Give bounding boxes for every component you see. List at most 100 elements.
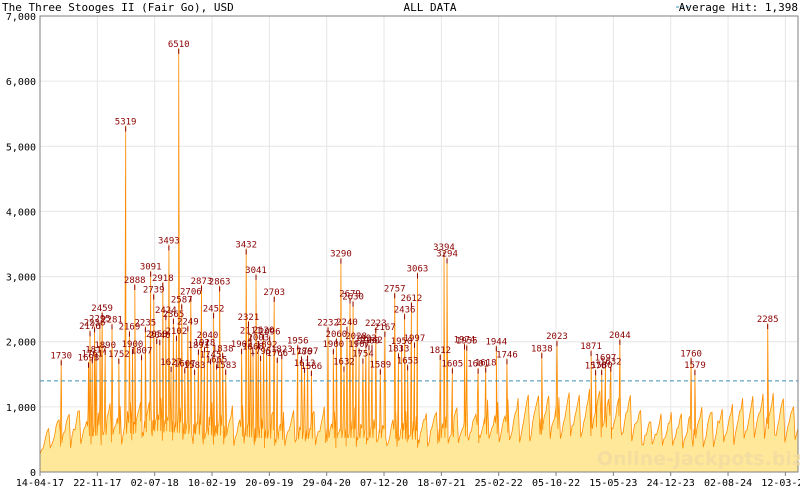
peak-value-label: 1627 xyxy=(160,358,182,368)
peak-value-label: 2295 xyxy=(89,314,111,324)
peak-value-label: 2424 xyxy=(155,306,177,316)
peak-value-label: 1618 xyxy=(475,359,497,369)
peak-value-label: 1823 xyxy=(271,345,293,355)
peak-value-label: 1760 xyxy=(680,349,702,359)
peak-value-label: 5319 xyxy=(115,118,137,128)
peak-value-label: 1605 xyxy=(442,359,464,369)
peak-value-label: 2102 xyxy=(166,327,188,337)
peak-value-label: 1907 xyxy=(348,340,370,350)
peak-value-label: 3041 xyxy=(245,266,267,276)
peak-value-label: 3493 xyxy=(158,236,180,246)
peak-value-label: 1892 xyxy=(256,341,278,351)
peak-value-label: 1955 xyxy=(456,337,478,347)
peak-value-label: 2873 xyxy=(191,277,213,287)
y-tick-label: 3,000 xyxy=(6,273,36,284)
peak-value-label: 1928 xyxy=(194,338,216,348)
peak-value-label: 2888 xyxy=(124,276,146,286)
x-tick-label: 10-02-19 xyxy=(188,478,236,489)
peak-value-label: 2003 xyxy=(247,334,269,344)
peak-value-label: 1838 xyxy=(212,344,234,354)
peak-value-label: 2060 xyxy=(326,330,348,340)
peak-value-label: 2757 xyxy=(384,284,406,294)
y-tick-label: 1,000 xyxy=(6,403,36,414)
peak-value-label: 1754 xyxy=(352,350,374,360)
peak-value-label: 2058 xyxy=(146,330,168,340)
peak-value-label: 1665 xyxy=(206,356,228,366)
peak-value-label: 2918 xyxy=(152,274,174,284)
peak-value-label: 1900 xyxy=(122,340,144,350)
peak-value-label: 1890 xyxy=(94,341,116,351)
y-tick-label: 6,000 xyxy=(6,77,36,88)
x-tick-label: 07-12-20 xyxy=(360,478,408,489)
peak-value-label: 2739 xyxy=(143,286,165,296)
peak-value-label: 1960 xyxy=(358,336,380,346)
peak-value-label: 1576 xyxy=(585,361,607,371)
peak-value-label: 2232 xyxy=(317,319,339,329)
peak-value-label: 2863 xyxy=(209,277,231,287)
peak-value-label: 2169 xyxy=(119,323,141,333)
peak-value-label: 1730 xyxy=(50,351,72,361)
peak-value-label: 1950 xyxy=(391,337,413,347)
peak-value-label: 1632 xyxy=(333,358,355,368)
y-tick-label: 7,000 xyxy=(6,12,36,23)
peak-value-label: 2240 xyxy=(336,318,358,328)
x-tick-label: 02-08-24 xyxy=(704,478,752,489)
peak-value-label: 3290 xyxy=(330,250,352,260)
x-tick-label: 22-11-17 xyxy=(73,478,121,489)
series-line xyxy=(39,47,799,455)
peak-value-label: 2111 xyxy=(240,326,262,336)
chart-range-label: ALL DATA xyxy=(404,1,457,14)
peak-value-label: 1833 xyxy=(388,345,410,355)
y-axis-ticks: 0 1,000 2,000 3,000 4,000 5,000 6,000 7,000 xyxy=(6,12,36,479)
peak-value-label: 1807 xyxy=(131,346,153,356)
peak-value-label: 1583 xyxy=(184,361,206,371)
peak-value-label: 1868 xyxy=(242,342,264,352)
chart-title: The Three Stooges II (Fair Go), USD xyxy=(2,1,234,14)
peak-value-label: 2436 xyxy=(394,305,416,315)
peak-value-label: 2176 xyxy=(79,322,101,332)
peak-value-label: 1579 xyxy=(684,361,706,371)
peak-value-label: 2040 xyxy=(149,331,171,341)
peak-value-label: 1566 xyxy=(301,362,323,372)
peak-value-label: 1871 xyxy=(580,342,602,352)
peak-value-label: 2587 xyxy=(171,295,193,305)
peak-value-label: 1817 xyxy=(85,346,107,356)
peak-value-label: 2235 xyxy=(135,318,157,328)
x-tick-label: 25-02-22 xyxy=(475,478,523,489)
peak-value-label: 1752 xyxy=(108,350,130,360)
peak-value-label: 2281 xyxy=(101,315,123,325)
x-tick-label: 29-04-20 xyxy=(303,478,351,489)
peak-value-label: 2167 xyxy=(374,323,396,333)
y-tick-label: 4,000 xyxy=(6,207,36,218)
x-tick-label: 12-03-25 xyxy=(761,478,800,489)
peak-value-label: 3294 xyxy=(436,249,458,259)
peak-value-label: 3394 xyxy=(433,243,455,253)
peak-value-label: 2023 xyxy=(546,332,568,342)
peak-value-label: 2612 xyxy=(401,294,423,304)
peak-value-label: 3432 xyxy=(235,240,257,250)
y-tick-label: 5,000 xyxy=(6,142,36,153)
peak-value-label: 3063 xyxy=(407,264,429,274)
peak-value-label: 2120 xyxy=(253,326,275,336)
x-tick-label: 14-04-17 xyxy=(16,478,64,489)
y-tick-label: 2,000 xyxy=(6,338,36,349)
peak-value-label: 1997 xyxy=(404,334,426,344)
peak-value-label: 2459 xyxy=(91,304,113,314)
peak-value-label: 1632 xyxy=(600,358,622,368)
peak-value-label: 1697 xyxy=(595,353,617,363)
peak-value-label: 1745 xyxy=(200,350,222,360)
peak-value-label: 1761 xyxy=(81,349,103,359)
peak-value-label: 2679 xyxy=(339,289,361,299)
legend-average-label: Average Hit: 1,398 xyxy=(679,1,798,14)
peak-value-label: 1601 xyxy=(467,360,489,370)
x-tick-label: 24-12-23 xyxy=(647,478,695,489)
peak-value-label: 1900 xyxy=(323,340,345,350)
peak-value-label: 2040 xyxy=(197,331,219,341)
peak-value-label: 1607 xyxy=(174,359,196,369)
peak-value-label: 1956 xyxy=(287,337,309,347)
peak-value-label: 1962 xyxy=(361,336,383,346)
peak-value-label: 2096 xyxy=(259,327,281,337)
x-tick-label: 15-05-23 xyxy=(589,478,637,489)
peak-value-label: 1653 xyxy=(397,356,419,366)
